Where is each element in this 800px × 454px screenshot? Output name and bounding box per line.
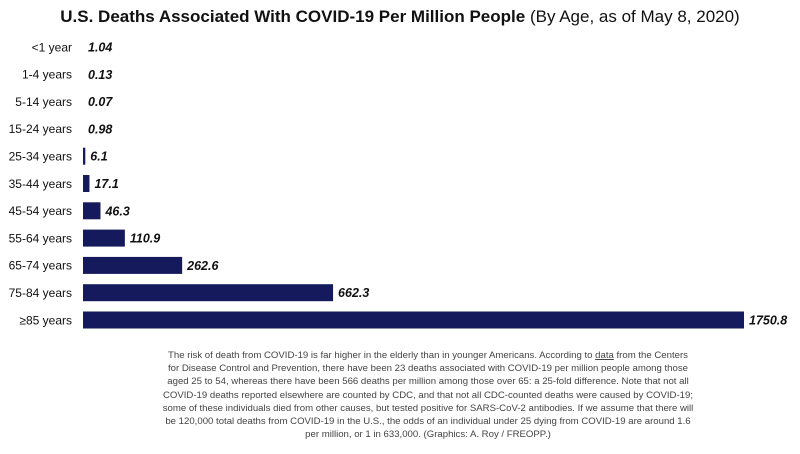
bar bbox=[83, 311, 744, 329]
category-label: 1-4 years bbox=[22, 68, 72, 82]
data-label: 46.3 bbox=[104, 204, 129, 218]
data-label: 0.13 bbox=[88, 68, 112, 82]
category-label: 35-44 years bbox=[9, 177, 72, 191]
bar bbox=[83, 284, 334, 302]
data-label: 0.98 bbox=[88, 122, 112, 136]
data-label: 1750.8 bbox=[749, 314, 787, 328]
caption-text-end: from the Centers for Disease Control and… bbox=[162, 350, 694, 441]
bar bbox=[83, 175, 90, 192]
data-link[interactable]: data bbox=[595, 350, 614, 361]
category-label: 25-34 years bbox=[9, 150, 72, 164]
chart-title: U.S. Deaths Associated With COVID-19 Per… bbox=[0, 6, 800, 28]
data-label: 17.1 bbox=[94, 177, 118, 191]
data-label: 6.1 bbox=[90, 150, 107, 164]
data-label: 1.04 bbox=[88, 41, 112, 55]
chart-caption: The risk of death from COVID-19 is far h… bbox=[162, 349, 694, 441]
category-label: <1 year bbox=[32, 40, 72, 54]
data-label: 262.6 bbox=[186, 259, 219, 273]
category-label: 65-74 years bbox=[9, 259, 72, 273]
bar bbox=[83, 202, 101, 220]
bar bbox=[83, 256, 183, 274]
chart-title-qualifier: (By Age, as of May 8, 2020) bbox=[529, 7, 740, 26]
category-label: 5-14 years bbox=[15, 95, 72, 109]
data-label: 0.07 bbox=[88, 95, 113, 109]
caption-text-start: The risk of death from COVID-19 is far h… bbox=[168, 350, 596, 361]
data-label: 662.3 bbox=[338, 286, 369, 300]
bar bbox=[83, 229, 125, 247]
category-label: ≥85 years bbox=[19, 313, 72, 327]
category-label: 45-54 years bbox=[9, 204, 72, 218]
bar-chart: <1 year 1.04 1-4 years 0.13 5-14 years 0.07 15… bbox=[9, 40, 787, 329]
data-label: 110.9 bbox=[130, 232, 160, 246]
category-label: 15-24 years bbox=[9, 122, 72, 136]
category-label: 75-84 years bbox=[9, 286, 72, 300]
chart-title-main: U.S. Deaths Associated With COVID-19 Per… bbox=[60, 7, 526, 26]
bar bbox=[83, 147, 86, 165]
category-label: 55-64 years bbox=[9, 231, 72, 245]
